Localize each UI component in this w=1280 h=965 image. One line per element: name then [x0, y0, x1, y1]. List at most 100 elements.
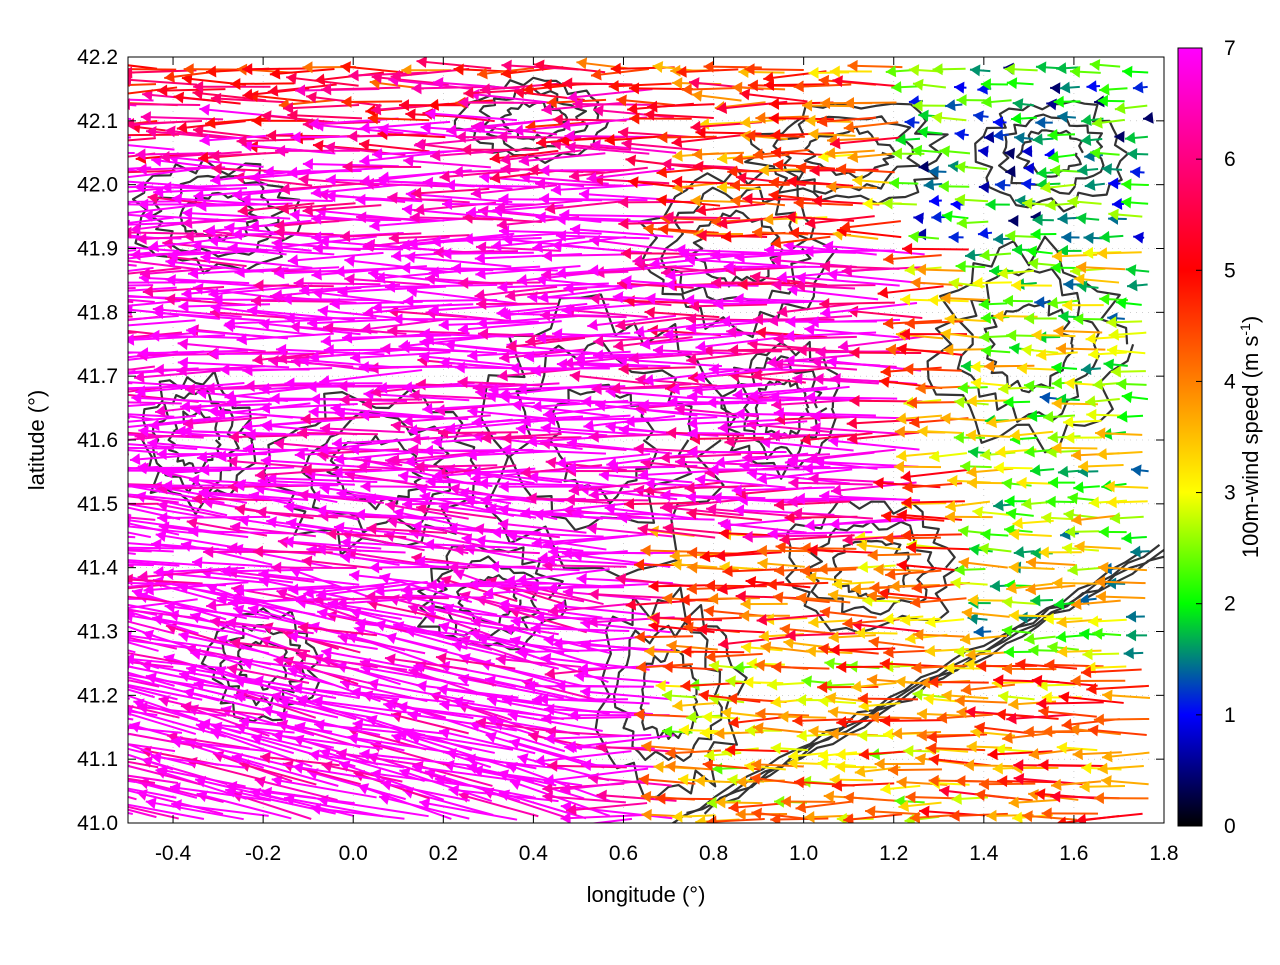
wind-vector — [847, 420, 918, 424]
wind-vector — [56, 285, 153, 287]
wind-vector-head — [912, 145, 922, 157]
wind-vector-head — [53, 773, 64, 785]
wind-vector-head — [979, 249, 989, 261]
wind-vector — [556, 454, 650, 464]
wind-vector-head — [1110, 512, 1120, 524]
wind-vector-head — [435, 404, 445, 416]
wind-vector-head — [97, 80, 107, 92]
wind-vector-head — [1131, 464, 1142, 476]
y-tick-label: 41.5 — [77, 493, 118, 516]
wind-vector-head — [138, 199, 148, 211]
wind-vector-head — [497, 370, 508, 382]
wind-vector-head — [1130, 166, 1140, 178]
wind-vector-head — [81, 137, 91, 149]
wind-vector — [288, 253, 384, 261]
wind-vector-head — [968, 446, 978, 458]
wind-vector-head — [340, 61, 351, 73]
wind-vector — [120, 104, 200, 105]
wind-vector-head — [901, 471, 912, 483]
wind-vector-head — [1101, 775, 1111, 787]
wind-vector — [51, 209, 155, 217]
wind-vector-head — [859, 748, 869, 760]
wind-vector-head — [588, 264, 598, 276]
wind-vector-head — [1009, 610, 1019, 622]
wind-vector — [35, 793, 133, 814]
wind-vector-head — [1122, 66, 1132, 78]
wind-vector-head — [830, 373, 840, 385]
wind-vector-head — [1107, 345, 1118, 357]
wind-vector-head — [46, 257, 57, 269]
contour-line — [958, 269, 1099, 422]
wind-vector-head — [975, 789, 986, 801]
wind-vector-head — [678, 774, 688, 786]
wind-vector-head — [107, 667, 118, 679]
wind-vector — [573, 104, 655, 105]
wind-vector-head — [1012, 812, 1022, 824]
x-tick-label: 1.4 — [969, 842, 999, 865]
wind-vector-head — [64, 543, 74, 555]
wind-vector-head — [718, 638, 729, 650]
wind-vector-head — [1064, 377, 1074, 389]
wind-vector-head — [118, 97, 128, 109]
wind-vector — [828, 440, 919, 449]
wind-vector — [739, 93, 807, 101]
wind-vector-head — [74, 665, 85, 677]
wind-vector-head — [51, 709, 62, 721]
wind-vector-head — [972, 277, 982, 289]
wind-vector-head — [43, 376, 53, 388]
wind-vector-head — [49, 289, 60, 301]
wind-vector-head — [917, 729, 927, 741]
wind-vector-head — [46, 557, 56, 569]
wind-vector-head — [91, 220, 101, 232]
wind-vector-head — [303, 158, 313, 170]
wind-vector-head — [815, 346, 825, 358]
wind-vector-head — [130, 453, 140, 465]
wind-vector-head — [704, 605, 715, 617]
wind-vector-head — [634, 709, 644, 721]
wind-vector-head — [192, 557, 202, 569]
wind-vector-head — [337, 380, 347, 392]
wind-vector-head — [634, 443, 644, 455]
wind-vector-head — [414, 138, 425, 150]
wind-vector-head — [1056, 62, 1066, 74]
x-tick-label: -0.4 — [155, 842, 192, 865]
wind-vector-head — [824, 790, 834, 802]
wind-vector-head — [705, 580, 715, 592]
wind-vector-head — [1045, 199, 1055, 211]
wind-vector — [389, 235, 470, 238]
wind-vector-head — [227, 456, 237, 468]
wind-vector-head — [517, 753, 528, 765]
wind-vector-head — [958, 382, 968, 394]
wind-vector-head — [609, 80, 619, 92]
wind-vector-head — [835, 761, 845, 773]
wind-vector-head — [656, 194, 667, 206]
wind-vector-head — [93, 588, 104, 600]
wind-vector-head — [1003, 295, 1013, 307]
wind-vector-head — [57, 619, 68, 631]
wind-vector-head — [672, 700, 682, 712]
wind-vector-head — [1063, 416, 1073, 428]
x-tick-label: 0.8 — [699, 842, 728, 865]
wind-vector-head — [916, 264, 926, 276]
wind-vector-head — [965, 249, 975, 261]
wind-vector-head — [287, 167, 297, 179]
wind-vector-head — [912, 582, 923, 594]
wind-vector-head — [28, 621, 39, 633]
wind-vector-head — [1088, 725, 1099, 737]
x-axis-label: longitude (°) — [587, 882, 706, 907]
x-tick-label: 0.4 — [519, 842, 549, 865]
wind-vector-head — [830, 65, 840, 77]
wind-vector-head — [980, 449, 990, 461]
wind-vectors — [17, 56, 1154, 834]
x-tick-label: 1.6 — [1059, 842, 1088, 865]
wind-vector-head — [366, 523, 376, 535]
wind-vector-head — [687, 547, 697, 559]
wind-vector-head — [796, 694, 806, 706]
wind-vector-head — [1028, 644, 1038, 656]
wind-vector-head — [695, 815, 705, 827]
wind-vector-head — [1085, 395, 1096, 407]
wind-vector — [41, 594, 128, 598]
wind-vector-head — [1099, 526, 1109, 538]
wind-vector-head — [48, 92, 59, 104]
wind-vector — [542, 819, 632, 830]
